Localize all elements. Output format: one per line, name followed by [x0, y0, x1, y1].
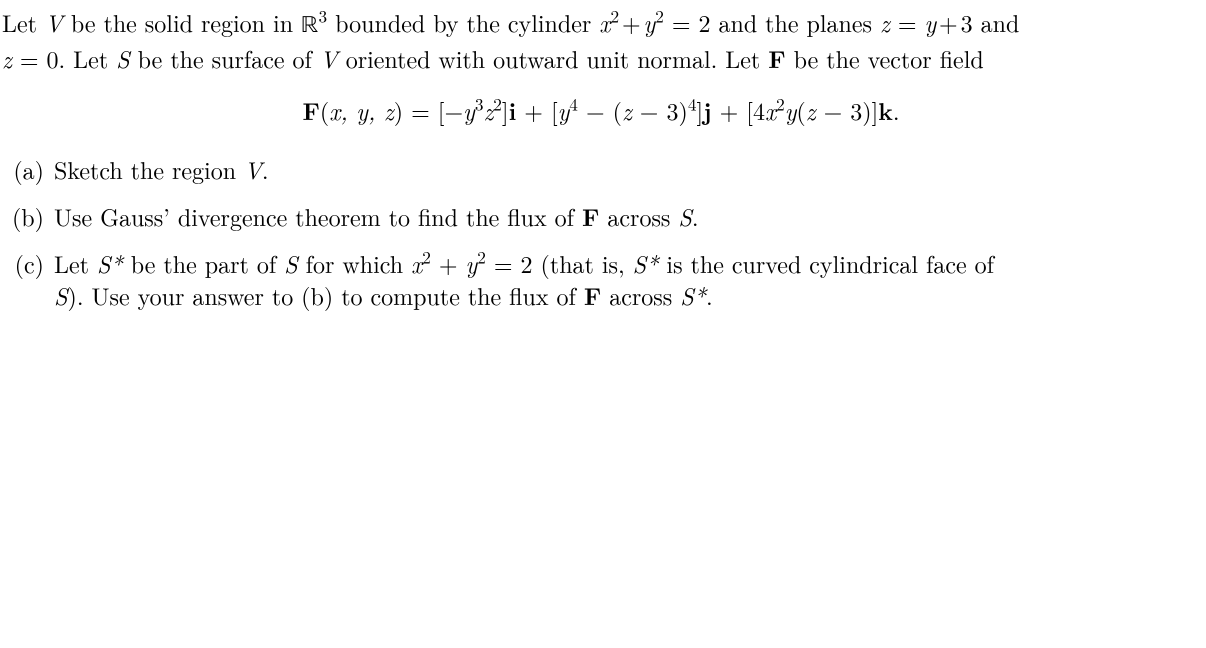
var-z: z — [622, 93, 632, 127]
var-z: z — [2, 41, 12, 75]
part-a: (a) Sketch the region V. — [2, 153, 1200, 185]
var-V: V — [45, 5, 63, 39]
text: ). Use your answer to (b) to compute the… — [68, 278, 584, 312]
op-minus: − — [640, 93, 659, 127]
part-b-label: (b) — [2, 200, 54, 233]
unit-i: i — [509, 94, 517, 128]
op-minus: − — [586, 93, 605, 127]
vec-F: F — [768, 42, 785, 76]
op-eq: = — [20, 41, 39, 75]
text: bounded by the cylinder — [327, 5, 599, 39]
paren-open: ( — [320, 93, 329, 127]
var-y: y — [466, 246, 478, 280]
var-y: y — [558, 93, 570, 127]
part-c: (c) Let S* be the part of S for which x2… — [2, 247, 1200, 313]
var-V: V — [244, 152, 262, 186]
exp-3: 3 — [319, 5, 328, 29]
text: oriented with outward unit normal. Let — [338, 41, 769, 75]
var-z: z — [483, 93, 493, 127]
text: Let — [2, 5, 45, 39]
exp-4: 4 — [569, 92, 578, 116]
var-Sstar: S* — [633, 246, 659, 280]
op-plus: + — [622, 5, 641, 39]
text: Let — [54, 246, 97, 280]
part-c-label: (c) — [2, 247, 54, 313]
vec-F: F — [302, 94, 319, 128]
num: 4 — [753, 93, 765, 127]
text: be the vector field — [786, 41, 984, 75]
text: across — [599, 199, 678, 233]
op-plus: + — [524, 93, 543, 127]
op-plus: + — [939, 5, 958, 39]
exp-2: 2 — [422, 245, 431, 269]
text: . — [692, 199, 699, 233]
vec-F: F — [584, 279, 601, 313]
exp-2: 2 — [477, 245, 486, 269]
num: 3 — [961, 5, 973, 39]
part-c-body: Let S* be the part of S for which x2 + y… — [54, 247, 1200, 313]
text: be the solid region in — [63, 5, 301, 39]
var-x: x — [411, 246, 422, 280]
exp-4: 4 — [688, 92, 697, 116]
var-y: y — [644, 5, 656, 39]
var-x: x — [599, 5, 610, 39]
vec-F: F — [582, 200, 599, 234]
var-y: y — [925, 5, 937, 39]
part-a-body: Sketch the region V. — [54, 153, 1200, 185]
exp-2: 2 — [776, 92, 785, 116]
unit-k: k — [878, 94, 893, 128]
op-plus: + — [439, 246, 458, 280]
text: . — [262, 152, 269, 186]
var-y: y — [785, 93, 797, 127]
op-minus: − — [824, 93, 843, 127]
paren-close: ) — [394, 93, 403, 127]
args: x, y, z — [329, 93, 394, 127]
var-Sstar: S* — [680, 278, 706, 312]
unit-j: j — [703, 94, 711, 128]
num: 2 — [699, 5, 711, 39]
num: 2 — [521, 246, 533, 280]
exp-2: 2 — [610, 5, 619, 29]
var-S: S — [284, 246, 298, 280]
op-eq: = — [672, 5, 691, 39]
var-S: S — [678, 199, 692, 233]
var-V: V — [320, 41, 338, 75]
num: 3 — [850, 93, 862, 127]
exp-2: 2 — [493, 92, 502, 116]
var-z: z — [880, 5, 890, 39]
num: 3 — [666, 93, 678, 127]
intro-paragraph: Let V be the solid region in ℝ3 bounded … — [2, 6, 1200, 76]
text: and — [973, 5, 1020, 39]
text: across — [601, 278, 680, 312]
part-a-label: (a) — [2, 153, 54, 185]
var-S: S — [116, 41, 130, 75]
vector-field-definition: F(x, y, z) = [−y3z2]i + [y4 − (z − 3)4]j… — [2, 94, 1200, 127]
text: be the surface of — [130, 41, 320, 75]
var-Sstar: S* — [97, 246, 123, 280]
text: for which — [298, 246, 411, 280]
text: Use Gauss’ divergence theorem to find th… — [54, 199, 582, 233]
text: . — [706, 278, 713, 312]
part-b-body: Use Gauss’ divergence theorem to find th… — [54, 200, 1200, 233]
var-S: S — [54, 278, 68, 312]
text: (that is, — [533, 246, 633, 280]
num: 0 — [47, 41, 59, 75]
text: be the part of — [123, 246, 284, 280]
real-R: ℝ — [301, 14, 319, 38]
var-x: x — [765, 93, 776, 127]
op-eq: = — [898, 5, 917, 39]
op-minus: − — [444, 93, 463, 127]
text: is the curved cylindrical face of — [658, 246, 994, 280]
op-eq: = — [411, 93, 430, 127]
text: . Let — [59, 41, 117, 75]
var-y: y — [463, 93, 475, 127]
exp-2: 2 — [655, 5, 664, 29]
part-b: (b) Use Gauss’ divergence theorem to fin… — [2, 200, 1200, 233]
text: and the planes — [711, 5, 880, 39]
op-plus: + — [720, 93, 739, 127]
text: Sketch the region — [54, 152, 244, 186]
op-eq: = — [494, 246, 513, 280]
var-z: z — [806, 93, 816, 127]
